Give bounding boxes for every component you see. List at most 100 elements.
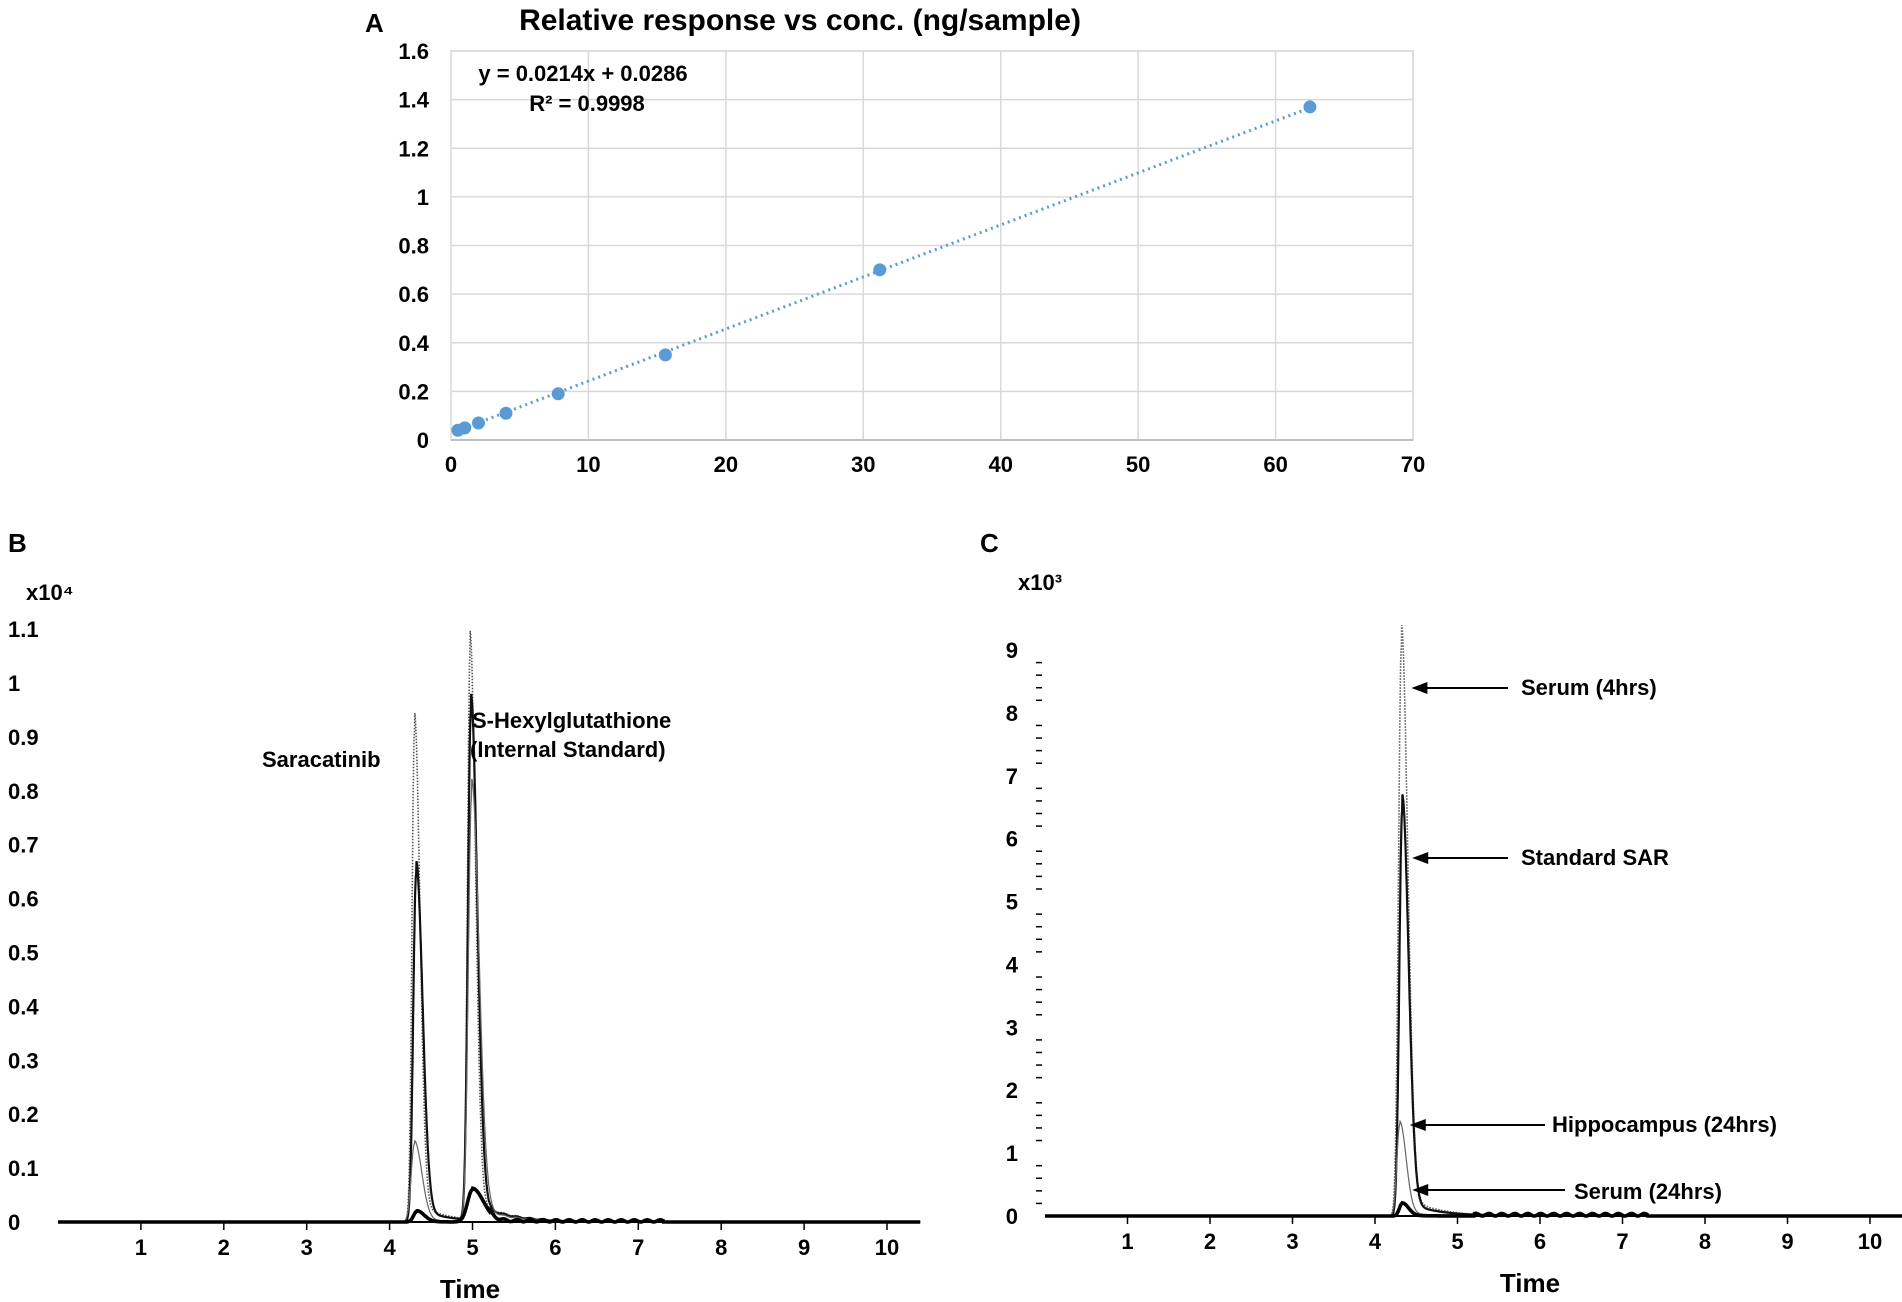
panel-a-y-tick-label: 0.8 xyxy=(398,234,429,259)
panel-c-letter: C xyxy=(980,528,999,558)
panel-b-exponent-label: x10⁴ xyxy=(26,580,74,605)
panel-c-y-tick-label: 3 xyxy=(1006,1015,1018,1040)
annotation-s-hexylglutathione: S-Hexylglutathione xyxy=(472,708,671,733)
panel-c-y-tick-label: 8 xyxy=(1006,701,1018,726)
panel-c-x-tick-label: 9 xyxy=(1781,1229,1793,1254)
panel-c-x-tick-label: 5 xyxy=(1451,1229,1463,1254)
panel-b-y-tick-label: 1 xyxy=(8,671,20,696)
panel-b-x-tick-label: 8 xyxy=(715,1235,727,1260)
panel-c-arrows xyxy=(1409,682,1565,1196)
annotation-internal-standard: (Internal Standard) xyxy=(470,737,666,762)
panel-a-x-tick-label: 20 xyxy=(714,452,738,477)
panel-c-x-tick-label: 4 xyxy=(1369,1229,1382,1254)
panel-c-x-tick-label: 2 xyxy=(1204,1229,1216,1254)
panel-c-x-tick-label: 1 xyxy=(1121,1229,1133,1254)
panel-c-exponent-label: x10³ xyxy=(1018,570,1062,595)
panel-c: C x10³ 0 1 2 3 4 5 6 7 8 9 1 2 3 4 5 6 7 8 9 10 Time Serum… xyxy=(980,528,1902,1298)
panel-a-x-tick-label: 30 xyxy=(851,452,875,477)
panel-b-x-tick-label: 7 xyxy=(632,1235,644,1260)
panel-a-x-tick-label: 60 xyxy=(1263,452,1287,477)
panel-a-y-tick-labels: 0 0.2 0.4 0.6 0.8 1 1.2 1.4 1.6 xyxy=(398,39,429,453)
panel-b-x-tick-labels: 1 2 3 4 5 6 7 8 9 10 xyxy=(135,1222,899,1260)
panel-a-y-tick-label: 0.4 xyxy=(398,331,429,356)
panel-b-x-tick-label: 4 xyxy=(383,1235,396,1260)
panel-b-x-tick-label: 2 xyxy=(218,1235,230,1260)
panel-b-x-tick-label: 1 xyxy=(135,1235,147,1260)
panel-b-y-tick-label: 0.2 xyxy=(8,1102,39,1127)
panel-c-x-tick-label: 3 xyxy=(1286,1229,1298,1254)
panel-a-equation: y = 0.0214x + 0.0286 xyxy=(478,61,687,86)
panel-c-x-tick-label: 10 xyxy=(1858,1229,1882,1254)
label-hippocampus-24hrs: Hippocampus (24hrs) xyxy=(1552,1112,1777,1137)
panel-b-y-tick-label: 0.8 xyxy=(8,779,39,804)
label-standard-sar: Standard SAR xyxy=(1521,845,1669,870)
panel-c-arrow-head xyxy=(1409,1119,1426,1131)
panel-a-y-tick-label: 1.4 xyxy=(398,88,429,113)
panel-b-y-tick-label: 0.7 xyxy=(8,833,39,858)
panel-c-x-tick-label: 8 xyxy=(1699,1229,1711,1254)
panel-b-x-tick-label: 5 xyxy=(466,1235,478,1260)
panel-a-letter: A xyxy=(365,8,384,38)
panel-a-x-tick-label: 10 xyxy=(576,452,600,477)
panel-b-x-axis-label: Time xyxy=(440,1274,500,1302)
panel-b-y-tick-label: 0.9 xyxy=(8,725,39,750)
panel-b-y-tick-label: 0.3 xyxy=(8,1048,39,1073)
panel-a-x-tick-label: 40 xyxy=(988,452,1012,477)
panel-a-gridlines xyxy=(451,50,1414,440)
panel-b-x-tick-label: 10 xyxy=(875,1235,899,1260)
panel-c-x-axis-label: Time xyxy=(1500,1268,1560,1298)
panel-a-x-tick-labels: 0 10 20 30 40 50 60 70 xyxy=(445,452,1425,477)
panel-a-y-tick-label: 0.2 xyxy=(398,379,429,404)
panel-c-trace-bold xyxy=(1045,1200,1902,1218)
panel-c-arrow-head xyxy=(1412,852,1429,864)
panel-b-y-tick-label: 0 xyxy=(8,1210,20,1235)
panel-c-y-tick-labels: 0 1 2 3 4 5 6 7 8 9 xyxy=(1006,638,1042,1229)
panel-b-y-tick-labels: 0 0.1 0.2 0.3 0.4 0.5 0.6 0.7 0.8 0.9 1 1.1 xyxy=(8,617,39,1235)
panel-c-x-tick-label: 6 xyxy=(1534,1229,1546,1254)
panel-b: B x10⁴ 00.10.20.30.40.50.60.70.80.911.1 … xyxy=(8,528,921,1302)
panel-b-trace-thin xyxy=(58,778,921,1223)
panel-a-title: Relative response vs conc. (ng/sample) xyxy=(519,4,1081,37)
panel-a-data-point xyxy=(1303,100,1317,114)
panel-c-y-tick-label: 7 xyxy=(1006,764,1018,789)
panel-a-data-point xyxy=(471,416,485,430)
panel-a-x-tick-label: 50 xyxy=(1126,452,1150,477)
panel-a-x-tick-label: 70 xyxy=(1401,452,1425,477)
panel-c-x-tick-labels: 1 2 3 4 5 6 7 8 9 10 xyxy=(1121,1216,1882,1254)
panel-c-y-tick-label: 2 xyxy=(1006,1078,1018,1103)
panel-c-y-tick-label: 5 xyxy=(1006,890,1018,915)
panel-b-x-tick-label: 9 xyxy=(798,1235,810,1260)
panel-b-letter: B xyxy=(8,528,27,558)
panel-b-y-tick-label: 1.1 xyxy=(8,617,39,642)
panel-a-data-points xyxy=(451,100,1317,437)
panel-a-y-tick-label: 1.6 xyxy=(398,39,429,64)
panel-b-trace-bold xyxy=(58,1186,921,1224)
panel-a-y-tick-label: 0 xyxy=(417,428,429,453)
panel-b-y-tick-label: 0.4 xyxy=(8,994,39,1019)
panel-b-y-tick-label: 0.1 xyxy=(8,1156,39,1181)
panel-c-x-tick-label: 7 xyxy=(1616,1229,1628,1254)
panel-a-data-point xyxy=(458,421,472,435)
panel-c-y-tick-label: 9 xyxy=(1006,638,1018,663)
panel-b-x-tick-label: 3 xyxy=(301,1235,313,1260)
annotation-saracatinib: Saracatinib xyxy=(262,747,381,772)
panel-a-data-point xyxy=(658,348,672,362)
panel-b-x-tick-label: 6 xyxy=(549,1235,561,1260)
panel-a-data-point xyxy=(873,263,887,277)
panel-b-y-tick-label: 0.5 xyxy=(8,941,39,966)
panel-b-trace-solid xyxy=(58,693,921,1224)
panel-a: A Relative response vs conc. (ng/sample)… xyxy=(365,4,1425,477)
panel-c-arrow-head xyxy=(1412,1184,1429,1196)
label-serum-4hrs: Serum (4hrs) xyxy=(1521,675,1657,700)
panel-a-data-point xyxy=(551,387,565,401)
panel-a-y-tick-label: 1 xyxy=(417,185,429,210)
panel-a-trendline xyxy=(457,106,1311,432)
panel-c-y-tick-label: 1 xyxy=(1006,1141,1018,1166)
panel-b-y-tick-label: 0.6 xyxy=(8,887,39,912)
label-serum-24hrs: Serum (24hrs) xyxy=(1574,1179,1722,1204)
panel-a-x-tick-label: 0 xyxy=(445,452,457,477)
panel-c-y-tick-label: 6 xyxy=(1006,827,1018,852)
panel-c-arrow-head xyxy=(1411,682,1428,694)
panel-a-y-tick-label: 0.6 xyxy=(398,282,429,307)
